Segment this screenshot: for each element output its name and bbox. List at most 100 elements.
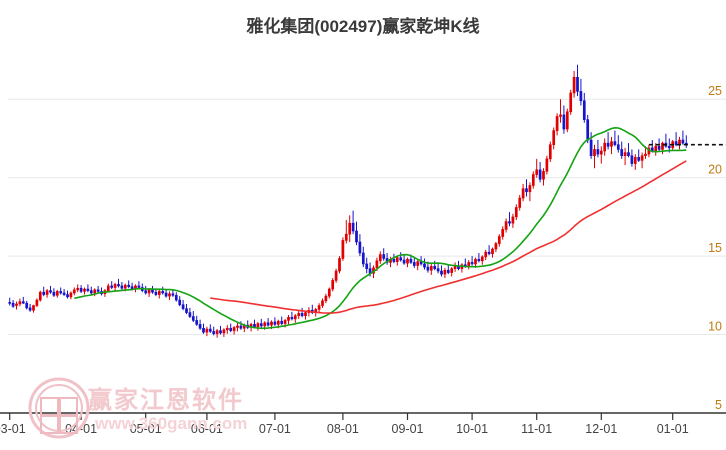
candle (477, 252, 481, 263)
candle (633, 154, 637, 170)
candle (144, 285, 148, 295)
candle (297, 310, 301, 319)
candle (504, 218, 508, 233)
candle (191, 311, 195, 323)
candle (559, 99, 562, 123)
candle (538, 161, 542, 183)
candle (334, 268, 338, 283)
candle (69, 291, 73, 300)
candle (106, 283, 110, 293)
candle (293, 314, 297, 323)
candle (157, 289, 161, 299)
x-axis-tick-label: 01-01 (657, 422, 689, 436)
y-axis-tick-label: 5 (715, 398, 722, 412)
candle (545, 155, 549, 175)
candle (25, 300, 29, 310)
candle (528, 182, 532, 202)
moving-average-line (210, 160, 687, 314)
candle (168, 291, 171, 301)
candle (593, 144, 596, 169)
candle (96, 285, 100, 293)
candle (239, 321, 243, 330)
candle (174, 292, 178, 302)
candle (429, 263, 433, 275)
candle (674, 132, 678, 147)
candle (480, 255, 484, 265)
candle (562, 105, 566, 134)
candle (579, 78, 583, 106)
candle (327, 287, 331, 299)
candle (21, 296, 25, 304)
candle (460, 263, 464, 273)
candle (589, 132, 593, 159)
candle (365, 257, 369, 274)
candle (32, 304, 35, 313)
candle (344, 220, 348, 244)
candle (661, 141, 664, 155)
watermark-seal-icon (28, 377, 90, 439)
candle (542, 168, 545, 186)
watermark-url: www.360gann.com (95, 414, 248, 433)
candle (487, 245, 491, 256)
candle (443, 267, 447, 279)
candle (361, 246, 365, 268)
candle (548, 141, 552, 162)
y-axis-tick-label: 15 (708, 241, 722, 255)
candle (79, 285, 83, 293)
candle (127, 280, 131, 289)
candle (535, 158, 539, 178)
candle (83, 287, 86, 295)
candle (205, 326, 209, 337)
candle (86, 284, 90, 293)
candle (232, 325, 236, 335)
candle (446, 264, 450, 275)
candle (436, 263, 440, 274)
x-axis-tick-label: 12-01 (585, 422, 617, 436)
x-axis-tick-label: 11-01 (521, 422, 552, 436)
candle (59, 287, 63, 295)
candle (49, 285, 52, 294)
candle (300, 307, 304, 318)
candle (576, 64, 579, 97)
candle (8, 297, 12, 306)
candle (89, 286, 93, 295)
candle (208, 324, 212, 333)
candle (412, 256, 416, 268)
candle (304, 311, 307, 320)
candle (259, 318, 263, 328)
candle (637, 149, 641, 162)
candle (569, 89, 573, 115)
x-axis-tick-label: 05-01 (130, 422, 162, 436)
candle (521, 183, 525, 202)
candle (494, 241, 498, 253)
candle (38, 290, 42, 302)
candle (497, 234, 501, 247)
candle (215, 329, 219, 338)
candle (572, 70, 576, 98)
candle (596, 140, 600, 158)
candle (28, 303, 32, 312)
candle (188, 307, 192, 319)
candle (348, 215, 352, 242)
candle (76, 284, 80, 293)
x-axis-tick-label: 03-01 (0, 422, 26, 436)
candle (378, 251, 382, 264)
candle (45, 289, 49, 298)
x-axis-tick-label: 06-01 (191, 422, 223, 436)
candle (606, 132, 610, 150)
candle (287, 314, 290, 325)
candle (620, 141, 624, 159)
candle (266, 318, 270, 327)
candle (467, 260, 471, 270)
candle (338, 256, 341, 274)
candle (514, 204, 518, 221)
y-axis-tick-label: 20 (708, 163, 722, 177)
candle (18, 298, 22, 307)
candle (164, 289, 168, 298)
candle (555, 113, 559, 136)
x-axis-tick-label: 07-01 (259, 422, 291, 436)
candle (433, 260, 437, 271)
candle (453, 262, 457, 272)
